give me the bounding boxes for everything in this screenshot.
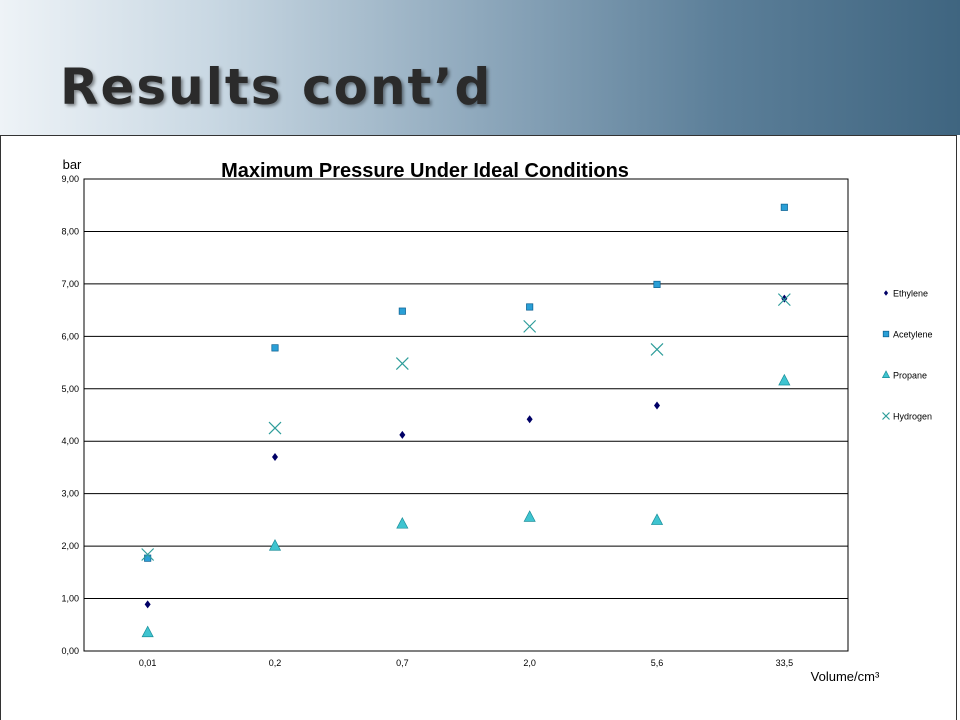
legend-marker-ethylene xyxy=(883,290,889,296)
data-point-acetylene xyxy=(780,203,788,211)
data-point-hydrogen xyxy=(777,293,791,307)
data-point-ethylene xyxy=(526,415,533,424)
legend-marker-acetylene xyxy=(882,330,890,338)
legend-marker-propane xyxy=(881,370,891,378)
data-point-ethylene xyxy=(272,452,278,461)
slide-header: Results cont’d xyxy=(0,0,960,135)
data-point-ethylene xyxy=(654,401,660,410)
x-tick-label: 33,5 xyxy=(776,658,794,668)
data-point-acetylene xyxy=(271,344,279,352)
x-tick-label: 5,6 xyxy=(651,658,664,668)
y-axis-label: bar xyxy=(63,157,82,172)
y-tick-label: 7,00 xyxy=(61,279,79,289)
y-tick-label: 8,00 xyxy=(61,226,79,236)
data-point-propane xyxy=(778,373,791,386)
data-point-hydrogen xyxy=(395,357,409,371)
data-point-propane xyxy=(523,510,536,522)
data-point-hydrogen xyxy=(268,421,282,435)
x-tick-label: 0,7 xyxy=(396,658,409,668)
legend-label-propane: Propane xyxy=(893,371,927,381)
chart-title: Maximum Pressure Under Ideal Conditions xyxy=(221,160,629,182)
y-tick-label: 1,00 xyxy=(61,594,79,604)
chart-frame xyxy=(0,135,957,720)
legend-marker-hydrogen xyxy=(882,412,890,420)
y-tick-label: 6,00 xyxy=(61,331,79,341)
legend-label-ethylene: Ethylene xyxy=(893,289,928,299)
y-tick-label: 9,00 xyxy=(61,174,79,184)
data-point-acetylene xyxy=(526,303,534,311)
data-point-acetylene xyxy=(398,307,406,315)
y-tick-label: 5,00 xyxy=(61,384,79,394)
x-tick-label: 0,2 xyxy=(269,658,282,668)
x-tick-label: 0,01 xyxy=(139,658,157,668)
x-axis-label: Volume/cm³ xyxy=(811,669,880,684)
legend-label-acetylene: Acetylene xyxy=(893,330,933,340)
data-point-ethylene xyxy=(144,600,151,609)
data-point-ethylene xyxy=(399,430,406,439)
data-point-hydrogen xyxy=(650,343,664,356)
data-point-hydrogen xyxy=(141,548,155,561)
y-tick-label: 2,00 xyxy=(61,541,79,551)
data-point-propane xyxy=(141,625,154,638)
data-point-propane xyxy=(268,539,282,551)
y-tick-label: 4,00 xyxy=(61,436,79,446)
y-tick-label: 0,00 xyxy=(61,646,79,656)
legend-label-hydrogen: Hydrogen xyxy=(893,412,932,422)
data-point-propane xyxy=(396,517,409,529)
data-point-acetylene xyxy=(653,280,661,288)
data-point-hydrogen xyxy=(523,319,537,333)
data-point-propane xyxy=(650,513,664,525)
plot-area xyxy=(83,178,849,652)
y-tick-label: 3,00 xyxy=(61,489,79,499)
slide-title: Results cont’d xyxy=(60,58,493,116)
x-tick-label: 2,0 xyxy=(523,658,536,668)
